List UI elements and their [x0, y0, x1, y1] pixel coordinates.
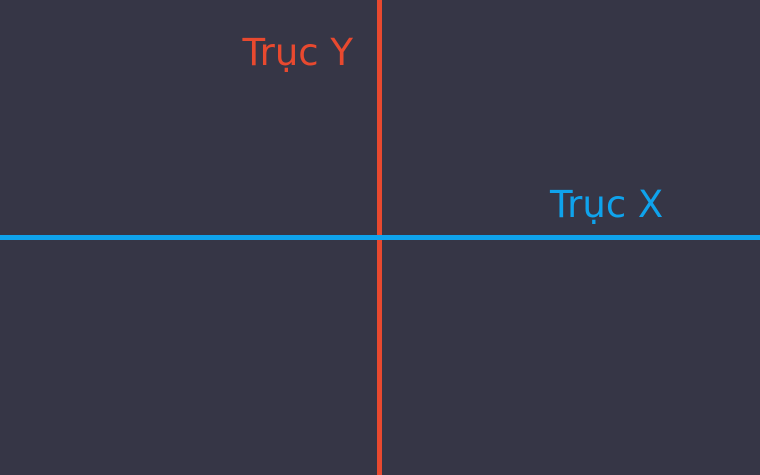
x-axis-label: Trục X	[550, 183, 664, 226]
x-axis-line	[0, 235, 760, 240]
y-axis-label: Trục Y	[242, 31, 353, 74]
